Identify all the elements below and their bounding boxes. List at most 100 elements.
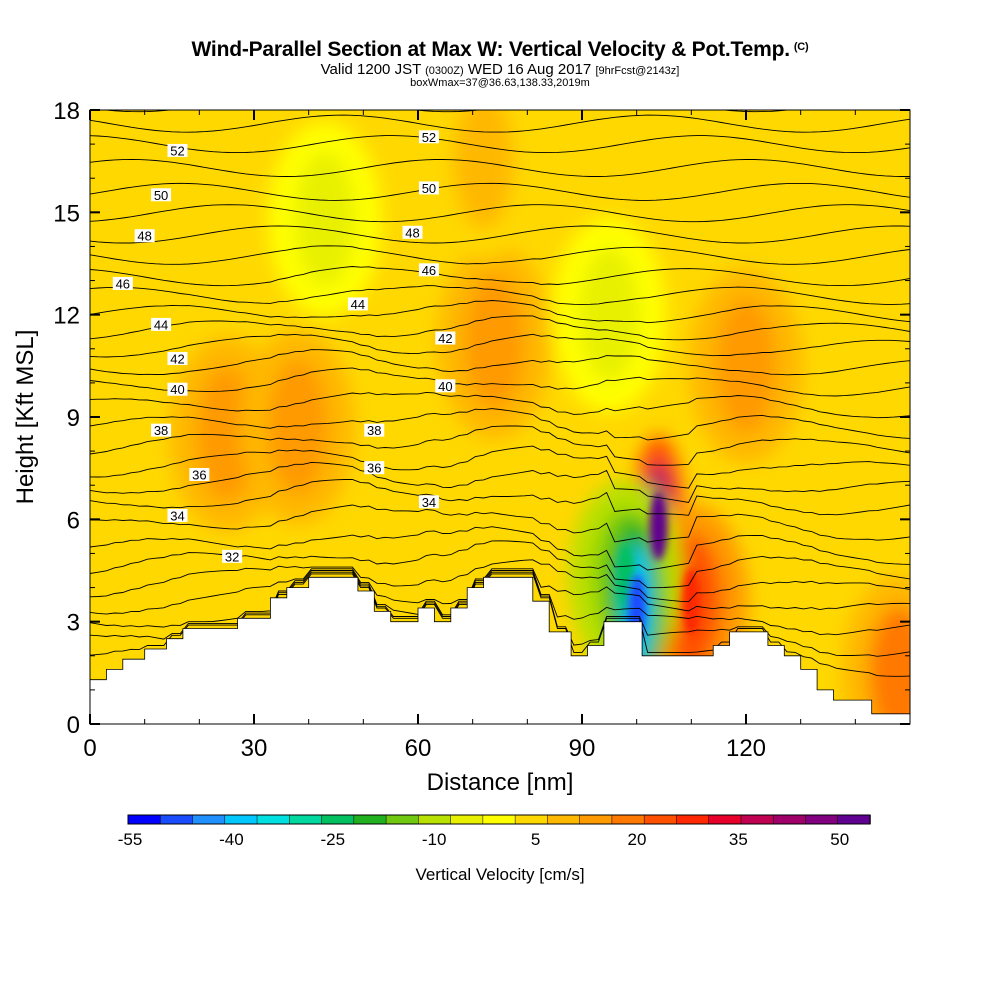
theta-label: 48 [402,225,423,240]
velocity-cell [295,151,356,287]
velocity-cell [716,298,776,434]
theta-contour-line [90,266,910,287]
theta-contour-line [90,135,910,154]
theta-label-text: 34 [422,495,436,510]
theta-contour-line [90,204,910,223]
theta-label-bg [418,130,439,144]
theta-label-text: 44 [154,317,168,332]
chart-subtitle-2: boxWmax=37@36.63,138.33,2019m [410,77,590,89]
theta-contour-line [90,182,910,201]
theta-contour-line [90,300,910,324]
x-axis: 0 30 60 90 120 [83,110,856,762]
y-tick-label: 15 [53,200,80,227]
theta-label-text: 42 [438,331,452,346]
velocity-cell [579,247,640,383]
colorbar-swatch [676,814,710,825]
velocity-core [649,492,668,561]
velocity-cell [453,110,514,229]
y-tick-label: 18 [53,98,80,125]
theta-label: 40 [167,382,188,397]
theta-contour-line [90,408,910,441]
theta-label-bg [222,549,243,563]
colorbar-swatch [547,814,581,825]
theta-label-text: 52 [170,143,184,158]
theta-label-bg [151,188,172,202]
theta-label: 50 [151,188,172,203]
colorbar-swatch [192,814,226,825]
theta-label-text: 46 [422,263,436,278]
colorbar-swatch [160,814,194,825]
theta-label-text: 50 [154,188,168,203]
theta-label-bg [418,181,439,195]
y-tick-label: 3 [67,610,80,637]
theta-label-text: 34 [170,508,184,523]
colorbar-tick-label: -40 [219,830,244,849]
colorbar-swatch [643,814,678,825]
theta-label-text: 48 [405,225,419,240]
colorbar-swatch [418,814,452,825]
theta-label-bg [167,382,188,396]
theta-label-text: 40 [438,379,452,394]
theta-contour-line [102,110,793,113]
colorbar-tick-label: 35 [729,830,748,849]
theta-label-bg [435,379,456,393]
theta-label: 36 [189,467,210,482]
theta-label-text: 42 [170,352,184,367]
colorbar-swatch [353,814,387,825]
terrain-mask [89,576,911,725]
colorbar-swatch [740,814,774,825]
colorbar-swatch [224,814,258,825]
theta-label-text: 38 [154,423,168,438]
theta-contour-line [90,559,910,603]
chart-title: Wind-Parallel Section at Max W: Vertical… [191,38,809,61]
theta-label-bg [151,317,172,331]
theta-label-text: 40 [170,382,184,397]
y-tick-label: 9 [67,405,80,432]
colorbar-tick-label: 50 [830,830,849,849]
theta-contour-line [90,333,910,358]
colorbar-tick-label: 20 [627,830,646,849]
theta-contour-line [90,367,910,397]
theta-label-bg [402,225,423,239]
theta-label: 42 [167,352,188,367]
theta-label-text: 38 [367,423,381,438]
theta-contour-line [90,479,910,516]
theta-label: 48 [134,229,155,244]
theta-contour-line [90,315,910,341]
theta-label-bg [167,143,188,157]
x-tick-label: 30 [241,735,268,762]
colorbar-tick-label: 5 [531,830,540,849]
x-tick-label: 60 [405,735,432,762]
x-tick-label: 120 [726,735,766,762]
colorbar-swatch [514,814,549,825]
chart-subtitle: Valid 1200 JST (0300Z) WED 16 Aug 2017 [… [320,61,680,78]
theta-label: 36 [364,461,385,476]
theta-contour-labels: 32 34 34 36 36 38 38 40 40 42 42 44 44 46 46 48 48 50 50 52… [112,130,456,564]
colorbar-swatch [450,814,484,825]
colorbar-swatch [482,814,516,825]
theta-label-bg [112,276,133,290]
theta-contour-line [90,225,910,244]
theta-label: 38 [364,423,385,438]
theta-label: 52 [418,130,439,145]
colorbar-swatch [708,814,742,825]
theta-contour-line [90,571,910,657]
theta-label-text: 32 [225,549,239,564]
theta-label-bg [418,495,439,509]
x-axis-label: Distance [nm] [427,769,574,796]
theta-contour-line [90,425,910,466]
theta-label-bg [167,352,188,366]
colorbar-swatch [256,814,291,825]
colorbar-tick-label: -10 [422,830,447,849]
colorbar-swatch [385,814,420,825]
theta-contour-line [90,391,910,419]
theta-label: 44 [151,317,172,332]
theta-contour-line [90,526,910,571]
colorbar-swatch [127,814,162,825]
theta-contour-line [90,568,910,615]
theta-contour-line [90,504,910,543]
theta-contour-line [90,570,910,636]
colorbar-swatch [321,814,355,825]
